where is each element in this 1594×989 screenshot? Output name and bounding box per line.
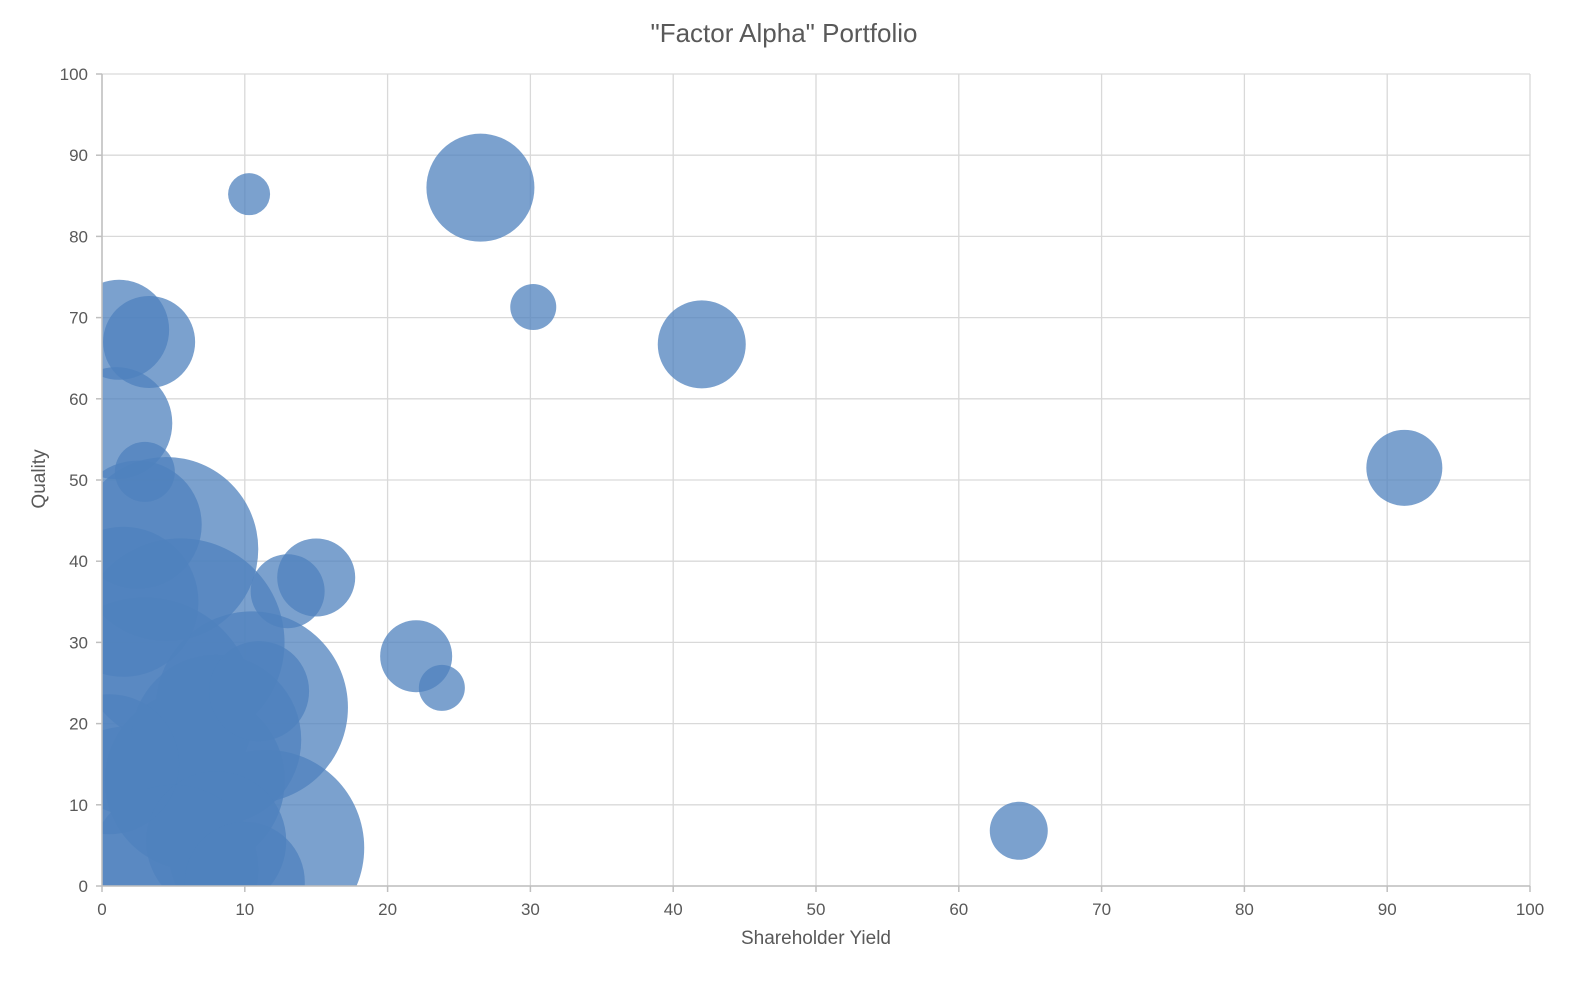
x-tick-labels: 0 10 20 30 40 50 60 70 80 90 100	[97, 900, 1544, 919]
bubble-point	[114, 441, 175, 502]
y-axis-label: Quality	[29, 449, 50, 509]
y-tick-label: 40	[69, 552, 88, 571]
x-tick-label: 100	[1516, 900, 1544, 919]
bubble-point	[184, 821, 305, 886]
bubble-point	[1366, 429, 1443, 506]
x-tick-label: 40	[664, 900, 683, 919]
y-tick-label: 10	[69, 796, 88, 815]
chart-title: "Factor Alpha" Portfolio	[650, 18, 917, 48]
axes	[96, 73, 1531, 892]
bubble-point	[418, 664, 465, 711]
bubble-point	[102, 694, 180, 835]
bubble-point	[989, 801, 1048, 860]
y-tick-label: 60	[69, 390, 88, 409]
y-tick-label: 0	[79, 877, 88, 896]
y-tick-label: 20	[69, 715, 88, 734]
bubble-point	[103, 295, 196, 388]
x-tick-label: 90	[1378, 900, 1397, 919]
x-axis-label: Shareholder Yield	[741, 928, 891, 949]
y-tick-labels: 0 10 20 30 40 50 60 70 80 90 100	[60, 65, 88, 896]
bubble-point	[510, 284, 557, 331]
x-tick-label: 80	[1235, 900, 1254, 919]
x-tick-label: 50	[807, 900, 826, 919]
bubble-point	[209, 641, 310, 742]
y-tick-label: 80	[69, 227, 88, 246]
y-tick-label: 50	[69, 471, 88, 490]
y-tick-label: 100	[60, 65, 88, 84]
x-tick-label: 0	[97, 900, 106, 919]
bubble-point	[657, 300, 746, 389]
x-tick-label: 20	[378, 900, 397, 919]
y-tick-label: 70	[69, 309, 88, 328]
x-tick-label: 70	[1092, 900, 1111, 919]
x-tick-label: 30	[521, 900, 540, 919]
bubble-point	[228, 173, 271, 216]
x-tick-label: 10	[235, 900, 254, 919]
bubble-point	[250, 554, 325, 629]
x-tick-label: 60	[949, 900, 968, 919]
bubble-point	[426, 133, 535, 242]
y-tick-label: 30	[69, 633, 88, 652]
y-tick-label: 90	[69, 146, 88, 165]
bubbles	[102, 133, 1443, 886]
